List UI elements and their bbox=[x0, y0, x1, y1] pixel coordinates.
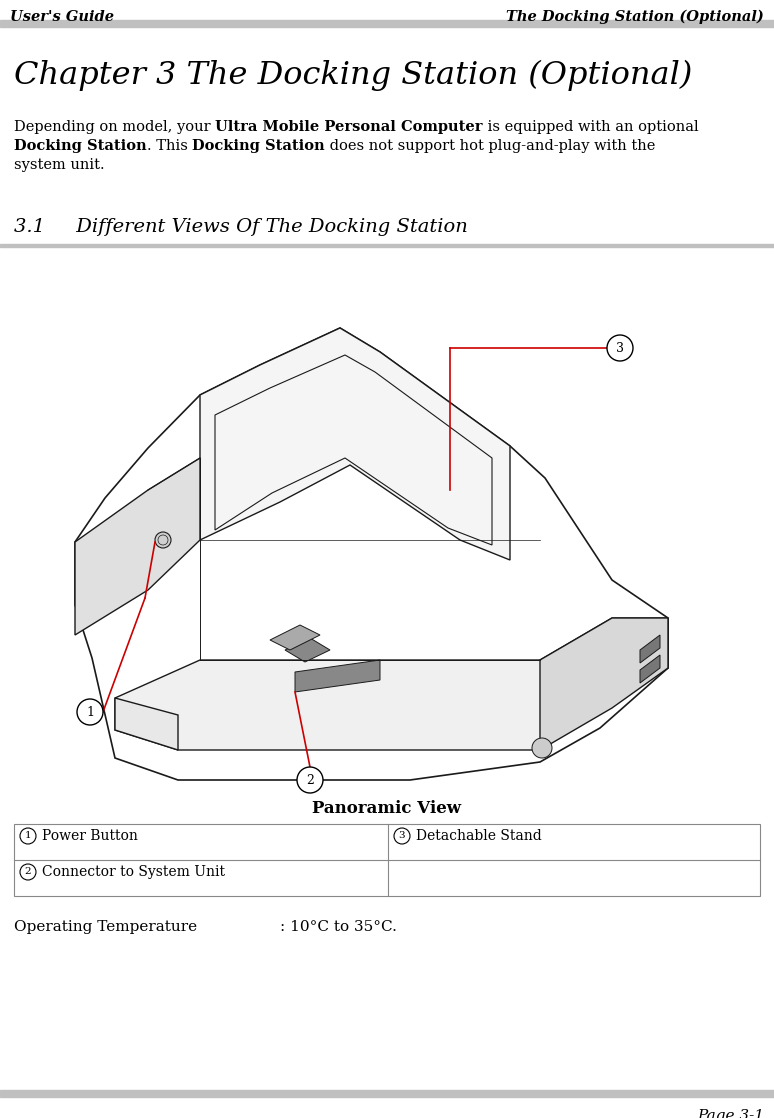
Text: is equipped with an optional: is equipped with an optional bbox=[483, 120, 698, 134]
Polygon shape bbox=[115, 618, 668, 750]
Text: 1: 1 bbox=[25, 832, 31, 841]
Bar bbox=[0, 1090, 774, 1097]
Text: : 10°C to 35°C.: : 10°C to 35°C. bbox=[280, 920, 397, 934]
Circle shape bbox=[532, 738, 552, 758]
Text: Panoramic View: Panoramic View bbox=[313, 800, 461, 817]
Bar bbox=[14, 824, 760, 896]
Text: 3.1     Different Views Of The Docking Station: 3.1 Different Views Of The Docking Stati… bbox=[14, 218, 467, 236]
Text: Docking Station: Docking Station bbox=[192, 139, 325, 153]
Text: Connector to System Unit: Connector to System Unit bbox=[42, 865, 225, 879]
Text: The Docking Station (Optional): The Docking Station (Optional) bbox=[506, 10, 764, 25]
Circle shape bbox=[77, 699, 103, 724]
Polygon shape bbox=[75, 328, 668, 780]
Polygon shape bbox=[285, 638, 330, 662]
Text: does not support hot plug-and-play with the: does not support hot plug-and-play with … bbox=[325, 139, 655, 153]
Circle shape bbox=[607, 335, 633, 361]
Text: Operating Temperature: Operating Temperature bbox=[14, 920, 197, 934]
Polygon shape bbox=[75, 458, 200, 635]
Circle shape bbox=[20, 828, 36, 844]
Polygon shape bbox=[270, 625, 320, 650]
Bar bbox=[0, 244, 774, 247]
Text: 3: 3 bbox=[616, 341, 624, 354]
Polygon shape bbox=[640, 635, 660, 663]
Text: Detachable Stand: Detachable Stand bbox=[416, 830, 542, 843]
Text: Power Button: Power Button bbox=[42, 830, 138, 843]
Circle shape bbox=[155, 532, 171, 548]
Polygon shape bbox=[640, 655, 660, 683]
Text: 2: 2 bbox=[306, 774, 314, 786]
Text: 3: 3 bbox=[399, 832, 406, 841]
Bar bbox=[0, 20, 774, 27]
Text: system unit.: system unit. bbox=[14, 158, 104, 172]
Text: Depending on model, your: Depending on model, your bbox=[14, 120, 215, 134]
Polygon shape bbox=[295, 660, 380, 692]
Text: . This: . This bbox=[146, 139, 192, 153]
Polygon shape bbox=[200, 328, 510, 560]
Circle shape bbox=[297, 767, 323, 793]
Polygon shape bbox=[115, 698, 178, 750]
Text: 2: 2 bbox=[25, 868, 31, 877]
Text: Ultra Mobile Personal Computer: Ultra Mobile Personal Computer bbox=[215, 120, 483, 134]
Text: Page 3-1: Page 3-1 bbox=[697, 1109, 764, 1118]
Circle shape bbox=[20, 864, 36, 880]
Text: Chapter 3 The Docking Station (Optional): Chapter 3 The Docking Station (Optional) bbox=[14, 60, 693, 92]
Text: 1: 1 bbox=[86, 705, 94, 719]
Text: User's Guide: User's Guide bbox=[10, 10, 114, 23]
Circle shape bbox=[394, 828, 410, 844]
Text: Docking Station: Docking Station bbox=[14, 139, 146, 153]
Polygon shape bbox=[540, 618, 668, 750]
